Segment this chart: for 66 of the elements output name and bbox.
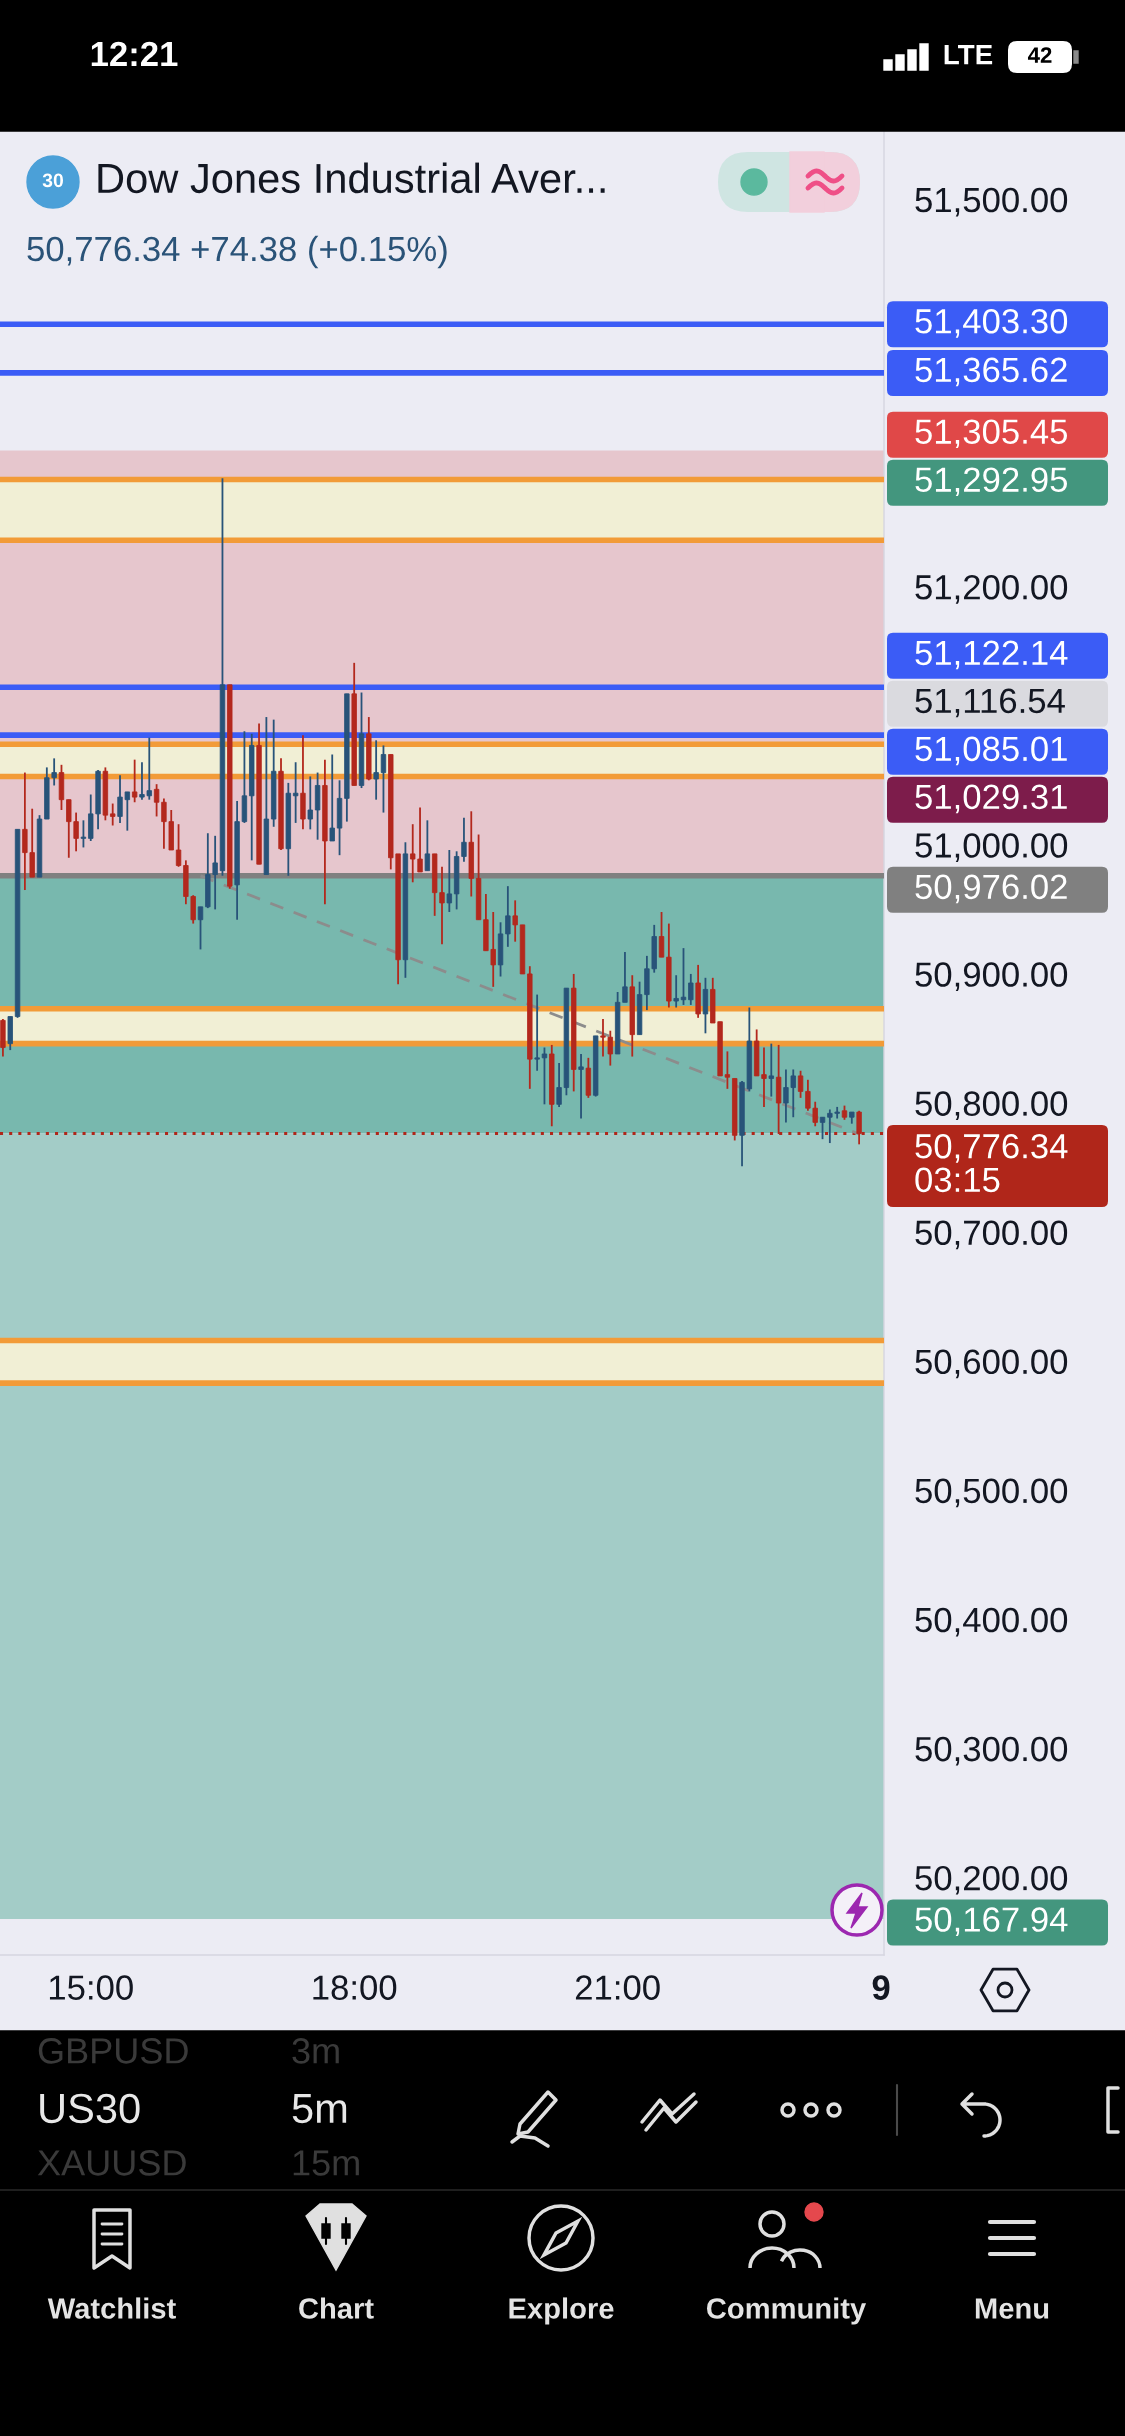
y-tick-label: 51,200.00: [915, 575, 1068, 604]
candlestick: [373, 739, 379, 801]
text: 3m: [292, 2038, 339, 2064]
candlestick: [80, 819, 87, 849]
candlestick: [541, 1046, 548, 1106]
text: GBPUSD: [38, 2038, 188, 2064]
candlestick: [768, 1042, 774, 1098]
text: 51,116.54: [915, 688, 1065, 718]
x-tick-label: 21:00: [575, 1975, 660, 2000]
candlestick: [175, 823, 182, 868]
candlestick: [424, 819, 431, 872]
candlestick: [380, 744, 387, 814]
ref-line-label: 51,365.62: [915, 357, 1067, 387]
text: 12:21: [91, 41, 178, 66]
text: 5m: [292, 2094, 347, 2124]
candlestick: [688, 973, 694, 1006]
candlestick: [512, 899, 518, 943]
ref-line-label: 51,122.14: [915, 640, 1068, 670]
text: Watchlist: [47, 2297, 176, 2319]
text: US30: [40, 2093, 140, 2124]
ref-line-label: 50,776.34 03:15: [915, 1133, 1068, 1193]
text: Community: [706, 2297, 867, 2325]
annotation: 30: [42, 173, 64, 188]
y-tick-label: 50,600.00: [915, 1349, 1068, 1379]
candlestick: [292, 761, 299, 824]
y-tick-label: 50,700.00: [915, 1220, 1068, 1250]
text: 15m: [293, 2150, 359, 2176]
y-tick-label: 50,200.00: [915, 1865, 1068, 1895]
candlestick: [578, 1053, 584, 1120]
candlestick: [797, 1069, 804, 1099]
candlestick: [658, 911, 665, 959]
text: 50,776.34 +74.38 (+0.15%): [27, 235, 447, 269]
candlestick: [131, 758, 138, 804]
candlestick: [673, 974, 679, 1009]
candlestick: [307, 775, 313, 831]
y-tick-label: 51,500.00: [915, 187, 1068, 217]
y-tick-label: 50,400.00: [915, 1607, 1068, 1637]
text: 51,029.31: [915, 784, 1067, 814]
candlestick: [329, 753, 335, 842]
candlestick: [197, 905, 204, 951]
text: Chart: [299, 2297, 374, 2319]
text: Explore: [509, 2297, 614, 2325]
candlestick: [110, 802, 116, 827]
text: LTE: [944, 45, 993, 65]
text: 50,167.94: [915, 1907, 1068, 1936]
x-tick-label: 9: [872, 1975, 890, 2000]
text: 42: [1027, 47, 1052, 63]
candlestick: [446, 849, 453, 913]
candlestick: [819, 1116, 826, 1141]
y-tick-label: 50,900.00: [915, 962, 1068, 991]
y-tick-label: 50,300.00: [915, 1736, 1068, 1766]
text: Menu: [975, 2298, 1049, 2319]
y-tick-label: 50,500.00: [915, 1478, 1068, 1508]
x-tick-label: 15:00: [49, 1975, 133, 2000]
y-tick-label: 51,000.00: [915, 833, 1068, 862]
ref-line-label: 51,085.01: [915, 736, 1067, 766]
text: 51,305.45: [915, 419, 1068, 449]
text: 51,292.95: [915, 467, 1068, 497]
y-tick-label: 50,800.00: [915, 1091, 1068, 1121]
ref-line-label: 50,976.02: [915, 874, 1067, 904]
x-tick-label: 18:00: [313, 1975, 397, 2000]
ref-line-label: 51,403.30: [915, 308, 1068, 338]
text: Dow Jones Industrial Aver...: [98, 162, 605, 194]
candlestick: [505, 885, 511, 948]
text: XAUUSD: [37, 2150, 186, 2176]
candlestick: [534, 993, 540, 1072]
